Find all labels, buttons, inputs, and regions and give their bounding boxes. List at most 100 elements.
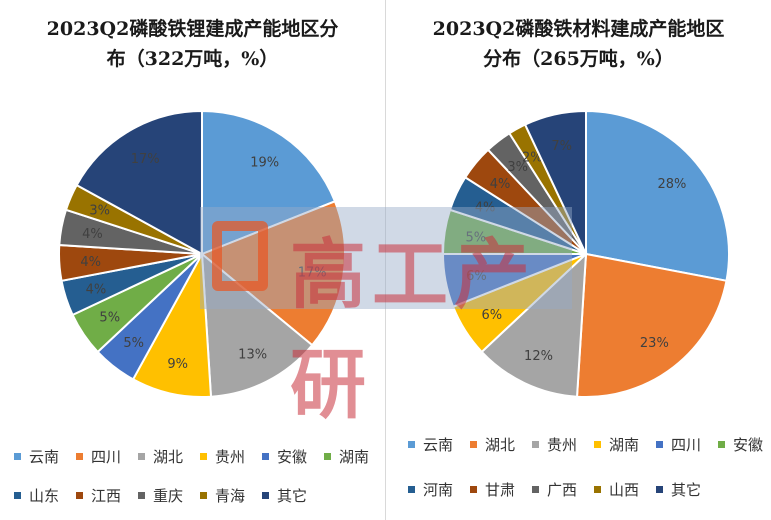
legend-label: 云南 — [29, 448, 60, 466]
watermark-text: 高工产研 — [290, 230, 536, 429]
legend-label: 其它 — [277, 487, 308, 505]
data-label: 17% — [131, 152, 160, 167]
data-label: 3% — [89, 204, 110, 219]
legend-swatch — [594, 441, 601, 448]
chart-panel-fp: 2023Q2磷酸铁材料建成产能地区 分布（265万吨，%） 28% 23% 12% 6… — [386, 0, 771, 520]
pie-slice-11 — [75, 109, 203, 256]
legend-swatch — [532, 441, 539, 448]
data-label: 4% — [86, 282, 107, 297]
legend-swatch — [324, 453, 331, 460]
watermark-logo-icon — [212, 221, 268, 291]
legend-swatch — [718, 441, 725, 448]
legend-swatch — [138, 453, 145, 460]
legend-label: 四川 — [671, 436, 702, 454]
data-label: 5% — [99, 311, 120, 326]
legend-swatch — [656, 486, 663, 493]
legend-label: 安徽 — [733, 436, 764, 454]
legend-label: 湖南 — [339, 448, 370, 466]
legend-item: 广西 — [532, 479, 577, 500]
data-label: 3% — [507, 160, 528, 175]
legend-label: 云南 — [423, 436, 454, 454]
panel-divider — [385, 0, 386, 520]
data-label: 2% — [522, 150, 543, 165]
legend-label: 四川 — [91, 448, 122, 466]
chart-title-line1: 2023Q2磷酸铁材料建成产能地区 — [432, 18, 725, 40]
legend-swatch — [470, 486, 477, 493]
legend-label: 湖南 — [609, 436, 640, 454]
data-label: 4% — [475, 201, 496, 216]
data-label: 17% — [298, 265, 327, 280]
data-label: 12% — [524, 349, 553, 364]
data-label: 9% — [167, 357, 188, 372]
legend-item: 甘肃 — [470, 479, 515, 500]
data-label: 19% — [250, 156, 279, 171]
pie-slice-1 — [585, 109, 730, 282]
legend-label: 甘肃 — [485, 481, 516, 499]
legend-label: 广西 — [547, 481, 578, 499]
chart-title-line1: 2023Q2磷酸铁锂建成产能地区分 — [46, 18, 339, 40]
legend-item: 贵州 — [200, 446, 245, 467]
legend-swatch — [14, 492, 21, 499]
legend-swatch — [262, 492, 269, 499]
chart-title-line2: 布（322万吨，%） — [106, 48, 279, 70]
data-label: 5% — [466, 231, 487, 246]
pie-slice-4 — [131, 250, 213, 398]
data-label: 6% — [482, 308, 503, 323]
legend-label: 山东 — [29, 487, 60, 505]
legend-swatch — [408, 486, 415, 493]
legend-item: 山西 — [594, 479, 639, 500]
legend-label: 贵州 — [547, 436, 578, 454]
data-label: 4% — [82, 227, 103, 242]
data-label: 13% — [238, 347, 267, 362]
legend-item: 云南 — [408, 434, 453, 455]
chart-title: 2023Q2磷酸铁锂建成产能地区分 布（322万吨，%） — [0, 14, 385, 74]
legend-swatch — [200, 492, 207, 499]
legend-item: 湖南 — [324, 446, 369, 467]
legend-item: 安徽 — [262, 446, 307, 467]
legend-item: 湖北 — [470, 434, 515, 455]
legend-item: 安徽 — [718, 434, 763, 455]
pie-slice-2 — [575, 252, 728, 398]
legend-swatch — [408, 441, 415, 448]
legend-item: 重庆 — [138, 485, 183, 506]
chart-panel-lfp: 2023Q2磷酸铁锂建成产能地区分 布（322万吨，%） 19% 17% 13% 9%… — [0, 0, 385, 520]
data-label: 23% — [640, 336, 669, 351]
chart-title-line2: 分布（265万吨，%） — [483, 48, 674, 70]
legend-item: 河南 — [408, 479, 453, 500]
data-label: 28% — [657, 177, 686, 192]
pie-slice-3 — [480, 251, 588, 398]
legend-swatch — [76, 453, 83, 460]
legend-label: 江西 — [91, 487, 122, 505]
legend-item: 云南 — [14, 446, 59, 467]
data-label: 4% — [490, 177, 511, 192]
legend-label: 青海 — [215, 487, 246, 505]
legend-label: 贵州 — [215, 448, 246, 466]
legend-label: 湖北 — [153, 448, 184, 466]
legend-item: 湖南 — [594, 434, 639, 455]
legend-swatch — [14, 453, 21, 460]
pie-chart-fp: 28% 23% 12% 6% 6% 5% 4% 4% 3%2% 7% — [441, 109, 730, 398]
legend-swatch — [262, 453, 269, 460]
data-label: 7% — [551, 139, 572, 154]
legend-item: 四川 — [76, 446, 121, 467]
watermark: 高工产研 — [200, 207, 572, 429]
legend-item: 四川 — [656, 434, 701, 455]
legend-item: 贵州 — [532, 434, 577, 455]
pie-chart-lfp: 19% 17% 13% 9% 5%5% 4% 4% 4% 3% 17% — [58, 109, 346, 398]
legend-item: 湖北 — [138, 446, 183, 467]
data-label: 6% — [466, 269, 487, 284]
legend-swatch — [470, 441, 477, 448]
data-label: 4% — [80, 255, 101, 270]
data-label: 5% — [123, 336, 144, 351]
legend-label: 湖北 — [485, 436, 516, 454]
pie-slice-2 — [200, 200, 346, 347]
legend-label: 安徽 — [277, 448, 308, 466]
legend-item: 青海 — [200, 485, 245, 506]
legend-label: 重庆 — [153, 487, 184, 505]
legend-swatch — [594, 486, 601, 493]
legend-label: 山西 — [609, 481, 640, 499]
legend-swatch — [200, 453, 207, 460]
legend-swatch — [138, 492, 145, 499]
pie-slice-1 — [201, 109, 337, 256]
pie-slice-11 — [523, 109, 587, 255]
